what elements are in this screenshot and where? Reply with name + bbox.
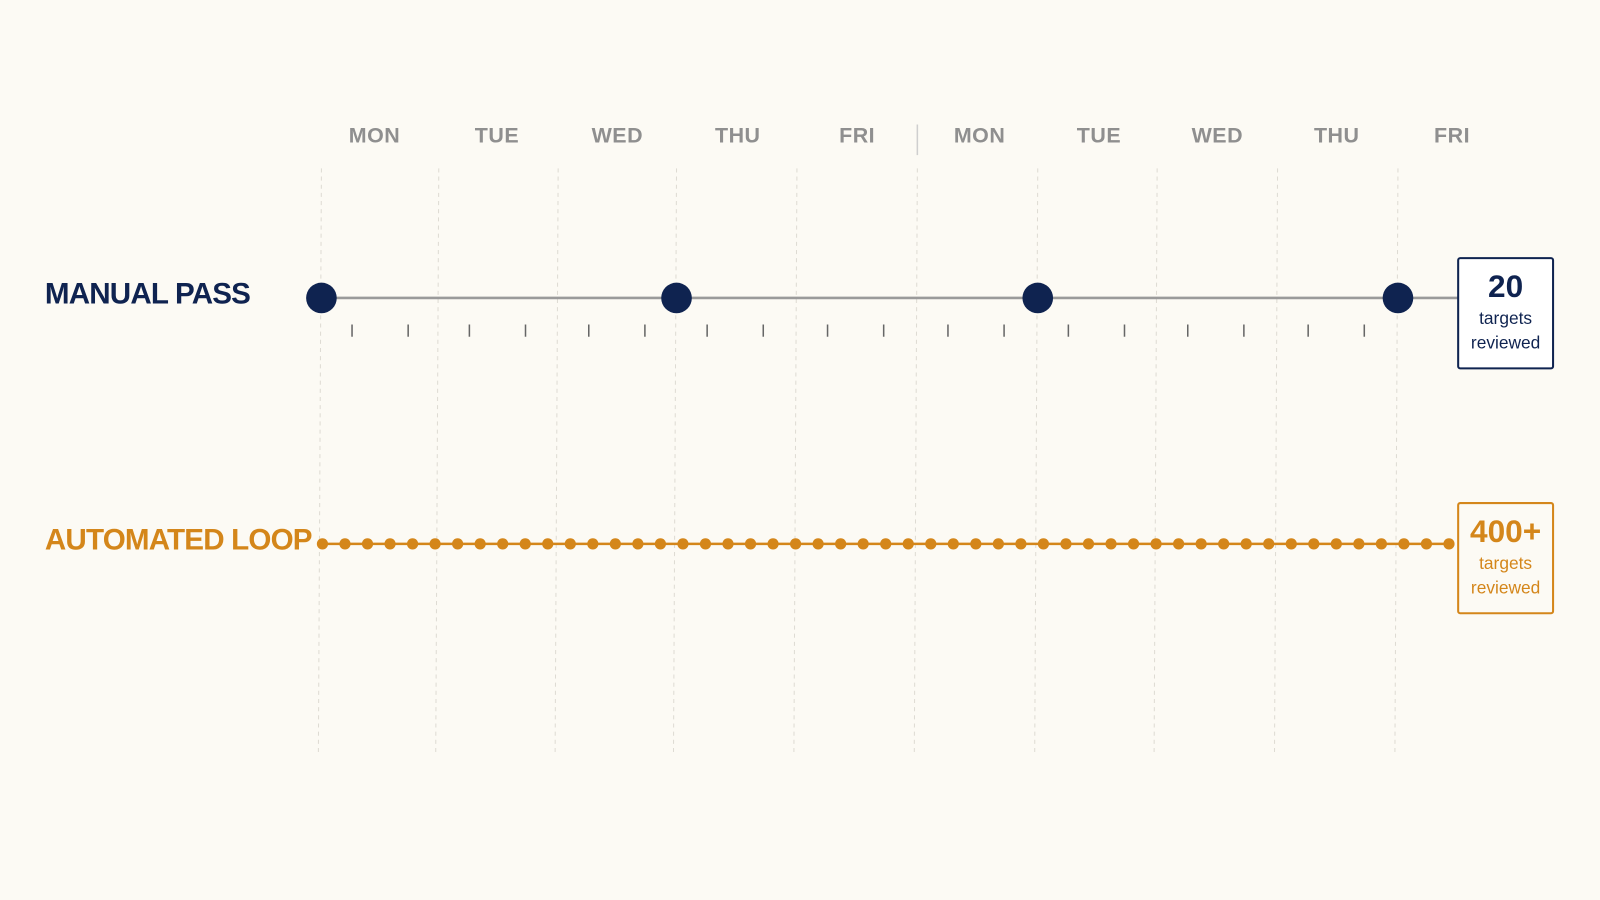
result-caption: targets xyxy=(1479,553,1532,573)
auto-dot xyxy=(1285,538,1297,550)
auto-dot xyxy=(1218,538,1230,550)
auto-dot xyxy=(1240,538,1252,550)
result-caption: reviewed xyxy=(1471,577,1540,597)
auto-dot xyxy=(564,538,576,550)
row-label: AUTOMATED LOOP xyxy=(45,524,312,557)
auto-dot xyxy=(587,538,599,550)
row-label: MANUAL PASS xyxy=(45,278,250,311)
auto-dot xyxy=(1420,538,1433,550)
auto-dot xyxy=(1037,538,1050,550)
day-label: TUE xyxy=(475,123,519,147)
day-label: THU xyxy=(1314,123,1360,147)
auto-dot xyxy=(1015,538,1027,550)
auto-dot xyxy=(452,538,464,550)
result-caption: reviewed xyxy=(1471,332,1540,352)
auto-dot xyxy=(1308,538,1320,550)
auto-dot xyxy=(1330,538,1342,550)
day-label: TUE xyxy=(1077,123,1121,147)
auto-dot xyxy=(767,538,779,550)
auto-dot xyxy=(1398,538,1410,550)
auto-dot xyxy=(744,538,757,550)
auto-dot xyxy=(654,538,667,550)
auto-dot xyxy=(609,538,621,550)
manual-dot xyxy=(306,282,337,314)
auto-dot xyxy=(1127,538,1140,550)
auto-dot xyxy=(1375,538,1387,550)
auto-dot xyxy=(1082,538,1095,550)
auto-dot xyxy=(519,538,531,550)
auto-dot xyxy=(339,538,351,550)
auto-dot xyxy=(1173,538,1185,550)
manual-dot xyxy=(1382,282,1414,314)
auto-dot xyxy=(677,538,689,550)
day-label: THU xyxy=(715,123,761,147)
auto-dot xyxy=(406,538,419,550)
auto-dot xyxy=(789,538,802,550)
day-label: FRI xyxy=(839,123,875,147)
day-label: WED xyxy=(592,123,643,147)
auto-dot xyxy=(812,538,824,550)
auto-dot xyxy=(699,538,712,550)
day-label: MON xyxy=(349,123,400,147)
result-box xyxy=(1457,257,1555,370)
auto-dot xyxy=(361,538,374,550)
auto-dot xyxy=(722,538,734,550)
auto-dot xyxy=(316,538,329,550)
day-label: MON xyxy=(954,123,1005,147)
auto-dot xyxy=(970,538,982,550)
auto-dot xyxy=(1443,538,1455,550)
auto-dot xyxy=(632,538,644,550)
result-box xyxy=(1457,502,1555,615)
auto-dot xyxy=(925,538,937,550)
auto-dot xyxy=(1263,538,1275,550)
day-label: WED xyxy=(1192,123,1243,147)
auto-dot xyxy=(1060,538,1072,550)
auto-dot xyxy=(835,538,847,550)
day-label: FRI xyxy=(1434,123,1470,147)
manual-dot xyxy=(661,282,692,314)
auto-dot xyxy=(880,538,892,550)
result-count: 400+ xyxy=(1470,513,1541,549)
auto-dot xyxy=(497,538,509,550)
auto-dot xyxy=(857,538,869,550)
auto-dot xyxy=(992,538,1004,550)
manual-dot xyxy=(1022,282,1054,314)
result-count: 20 xyxy=(1488,268,1523,304)
auto-dot xyxy=(384,538,396,550)
result-caption: targets xyxy=(1479,308,1532,328)
auto-dot xyxy=(429,538,441,550)
auto-dot xyxy=(1105,538,1117,550)
auto-dot xyxy=(1195,538,1207,550)
auto-dot xyxy=(1353,538,1365,550)
auto-dot xyxy=(1150,538,1162,550)
auto-dot xyxy=(474,538,486,550)
auto-dot xyxy=(542,538,554,550)
auto-dot xyxy=(947,538,959,550)
auto-dot xyxy=(902,538,914,550)
